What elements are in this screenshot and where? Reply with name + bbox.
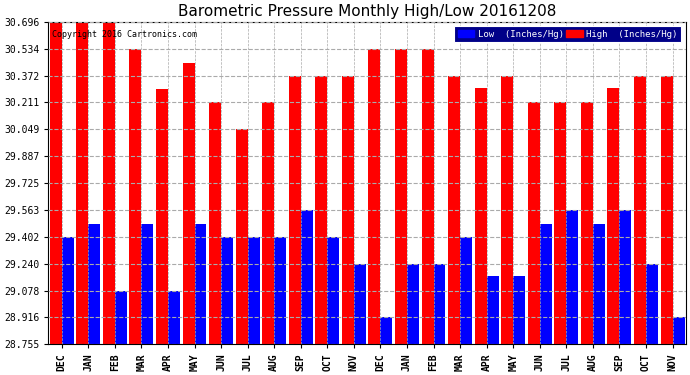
Bar (77, 22, 88, 344)
Bar (342, 75, 354, 344)
Bar (395, 49, 407, 344)
Bar (646, 264, 658, 344)
Bar (660, 75, 673, 344)
Bar (540, 224, 552, 344)
Bar (88, 224, 100, 344)
Bar (475, 88, 486, 344)
Bar (274, 237, 286, 344)
Bar (262, 102, 274, 344)
Bar (486, 276, 499, 344)
Bar (195, 224, 206, 344)
Legend: Low  (Inches/Hg), High  (Inches/Hg): Low (Inches/Hg), High (Inches/Hg) (454, 26, 681, 42)
Bar (460, 237, 472, 344)
Bar (433, 264, 446, 344)
Bar (289, 75, 301, 344)
Title: Barometric Pressure Monthly High/Low 20161208: Barometric Pressure Monthly High/Low 201… (178, 4, 556, 19)
Bar (673, 317, 684, 344)
Bar (566, 210, 578, 344)
Bar (354, 264, 366, 344)
Bar (448, 75, 460, 344)
Bar (236, 129, 248, 344)
Bar (593, 224, 605, 344)
Bar (248, 237, 259, 344)
Bar (620, 210, 631, 344)
Bar (380, 317, 393, 344)
Bar (327, 237, 339, 344)
Bar (634, 75, 646, 344)
Bar (50, 22, 61, 344)
Bar (368, 49, 380, 344)
Bar (513, 276, 525, 344)
Bar (141, 224, 153, 344)
Bar (115, 291, 127, 344)
Bar (168, 291, 180, 344)
Bar (183, 63, 195, 344)
Bar (581, 102, 593, 344)
Bar (407, 264, 419, 344)
Bar (422, 49, 433, 344)
Bar (209, 102, 221, 344)
Bar (221, 237, 233, 344)
Text: Copyright 2016 Cartronics.com: Copyright 2016 Cartronics.com (52, 30, 197, 39)
Bar (156, 89, 168, 344)
Bar (501, 75, 513, 344)
Bar (301, 210, 313, 344)
Bar (103, 22, 115, 344)
Bar (528, 102, 540, 344)
Bar (554, 102, 566, 344)
Bar (130, 49, 141, 344)
Bar (315, 75, 327, 344)
Bar (607, 88, 620, 344)
Bar (61, 237, 74, 344)
